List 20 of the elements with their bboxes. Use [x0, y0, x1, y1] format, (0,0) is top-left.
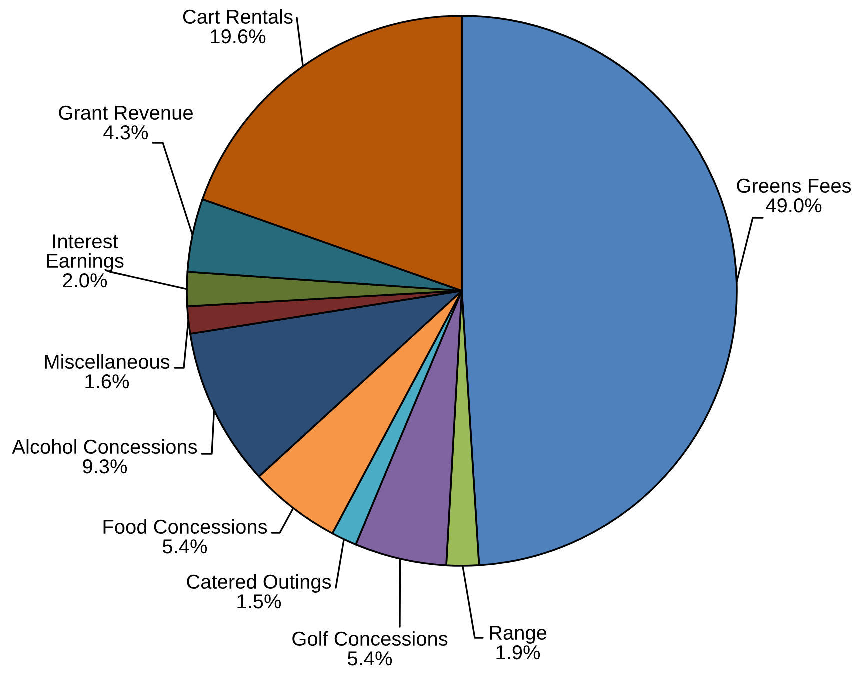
data-label: 2.0%: [63, 274, 108, 288]
data-label: 19.6%: [211, 30, 266, 44]
data-label: 1.6%: [86, 374, 130, 389]
slice-label: Grant Revenue: [59, 106, 193, 120]
slice-label: Miscellaneous: [45, 354, 170, 370]
slice-label: Alcohol Concessions: [12, 439, 198, 454]
data-label: 1.9%: [496, 646, 540, 660]
data-label: 49.0%: [766, 198, 822, 213]
slice-label: Food Concessions: [104, 519, 268, 534]
slice-label: Range: [490, 626, 547, 644]
slice-label: Cart Rentals: [183, 9, 293, 24]
data-label: 9.3%: [83, 460, 128, 474]
slice-label: Interest Earnings: [47, 234, 124, 272]
data-label: 1.5%: [238, 594, 282, 609]
data-label: 5.4%: [163, 540, 208, 554]
data-label: 5.4%: [348, 652, 392, 666]
data-label: 4.3%: [104, 126, 148, 140]
slice-label: Catered Outings: [187, 574, 332, 593]
slice-label: Golf Concessions: [292, 631, 448, 646]
slice-label: Greens Fees: [737, 178, 852, 194]
